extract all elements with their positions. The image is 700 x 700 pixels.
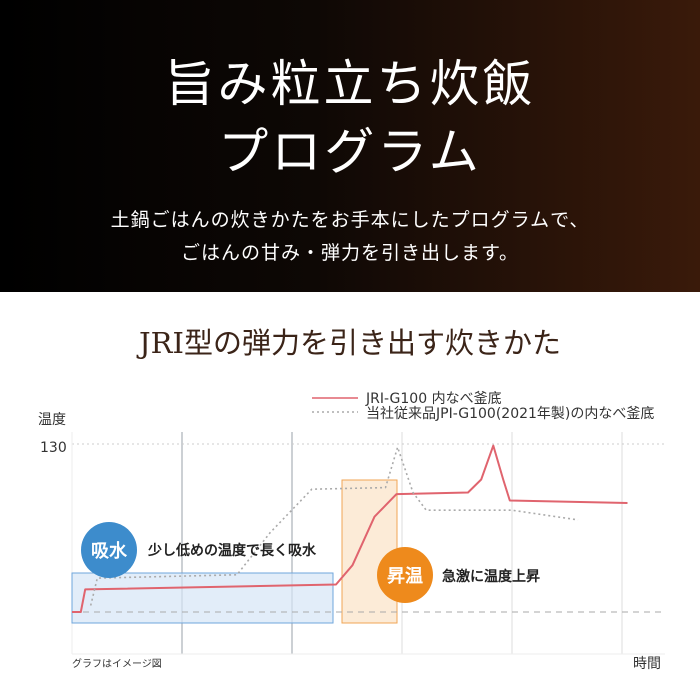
chart-note: グラフはイメージ図 <box>72 657 162 670</box>
absorb-badge-label: 吸水 <box>91 540 128 562</box>
legend-label-jpi: 当社従来品JPI-G100(2021年製)の内なべ釜底 <box>366 406 654 422</box>
hero-subtitle-line2: ごはんの甘み・弾力を引き出します。 <box>180 242 520 264</box>
series-line-jpi <box>89 446 579 606</box>
absorb-badge <box>81 522 137 578</box>
y-axis-label: 温度 <box>38 412 66 428</box>
legend-label-jri: JRI-G100 内なべ釜底 <box>365 391 502 407</box>
hero-banner: 旨み粒立ち炊飯 プログラム 土鍋ごはんの炊きかたをお手本にしたプログラムで、 ご… <box>0 0 700 292</box>
heat-badge-label: 昇温 <box>387 566 423 587</box>
section-title: JRI型の弾力を引き出す炊きかた <box>139 326 561 360</box>
absorb-region <box>71 572 334 624</box>
series-line-jri <box>72 444 628 613</box>
hero-title-line1: 旨み粒立ち炊飯 <box>164 55 536 113</box>
x-axis-label: 時間 <box>633 656 661 672</box>
heat-badge <box>377 547 433 603</box>
y-tick-130: 130 <box>40 440 67 456</box>
hero-title-line2: プログラム <box>218 123 482 181</box>
heat-text: 急激に温度上昇 <box>442 568 540 585</box>
absorb-text: 少し低めの温度で長く吸水 <box>147 542 317 559</box>
hero-subtitle-line1: 土鍋ごはんの炊きかたをお手本にしたプログラムで、 <box>110 209 590 231</box>
